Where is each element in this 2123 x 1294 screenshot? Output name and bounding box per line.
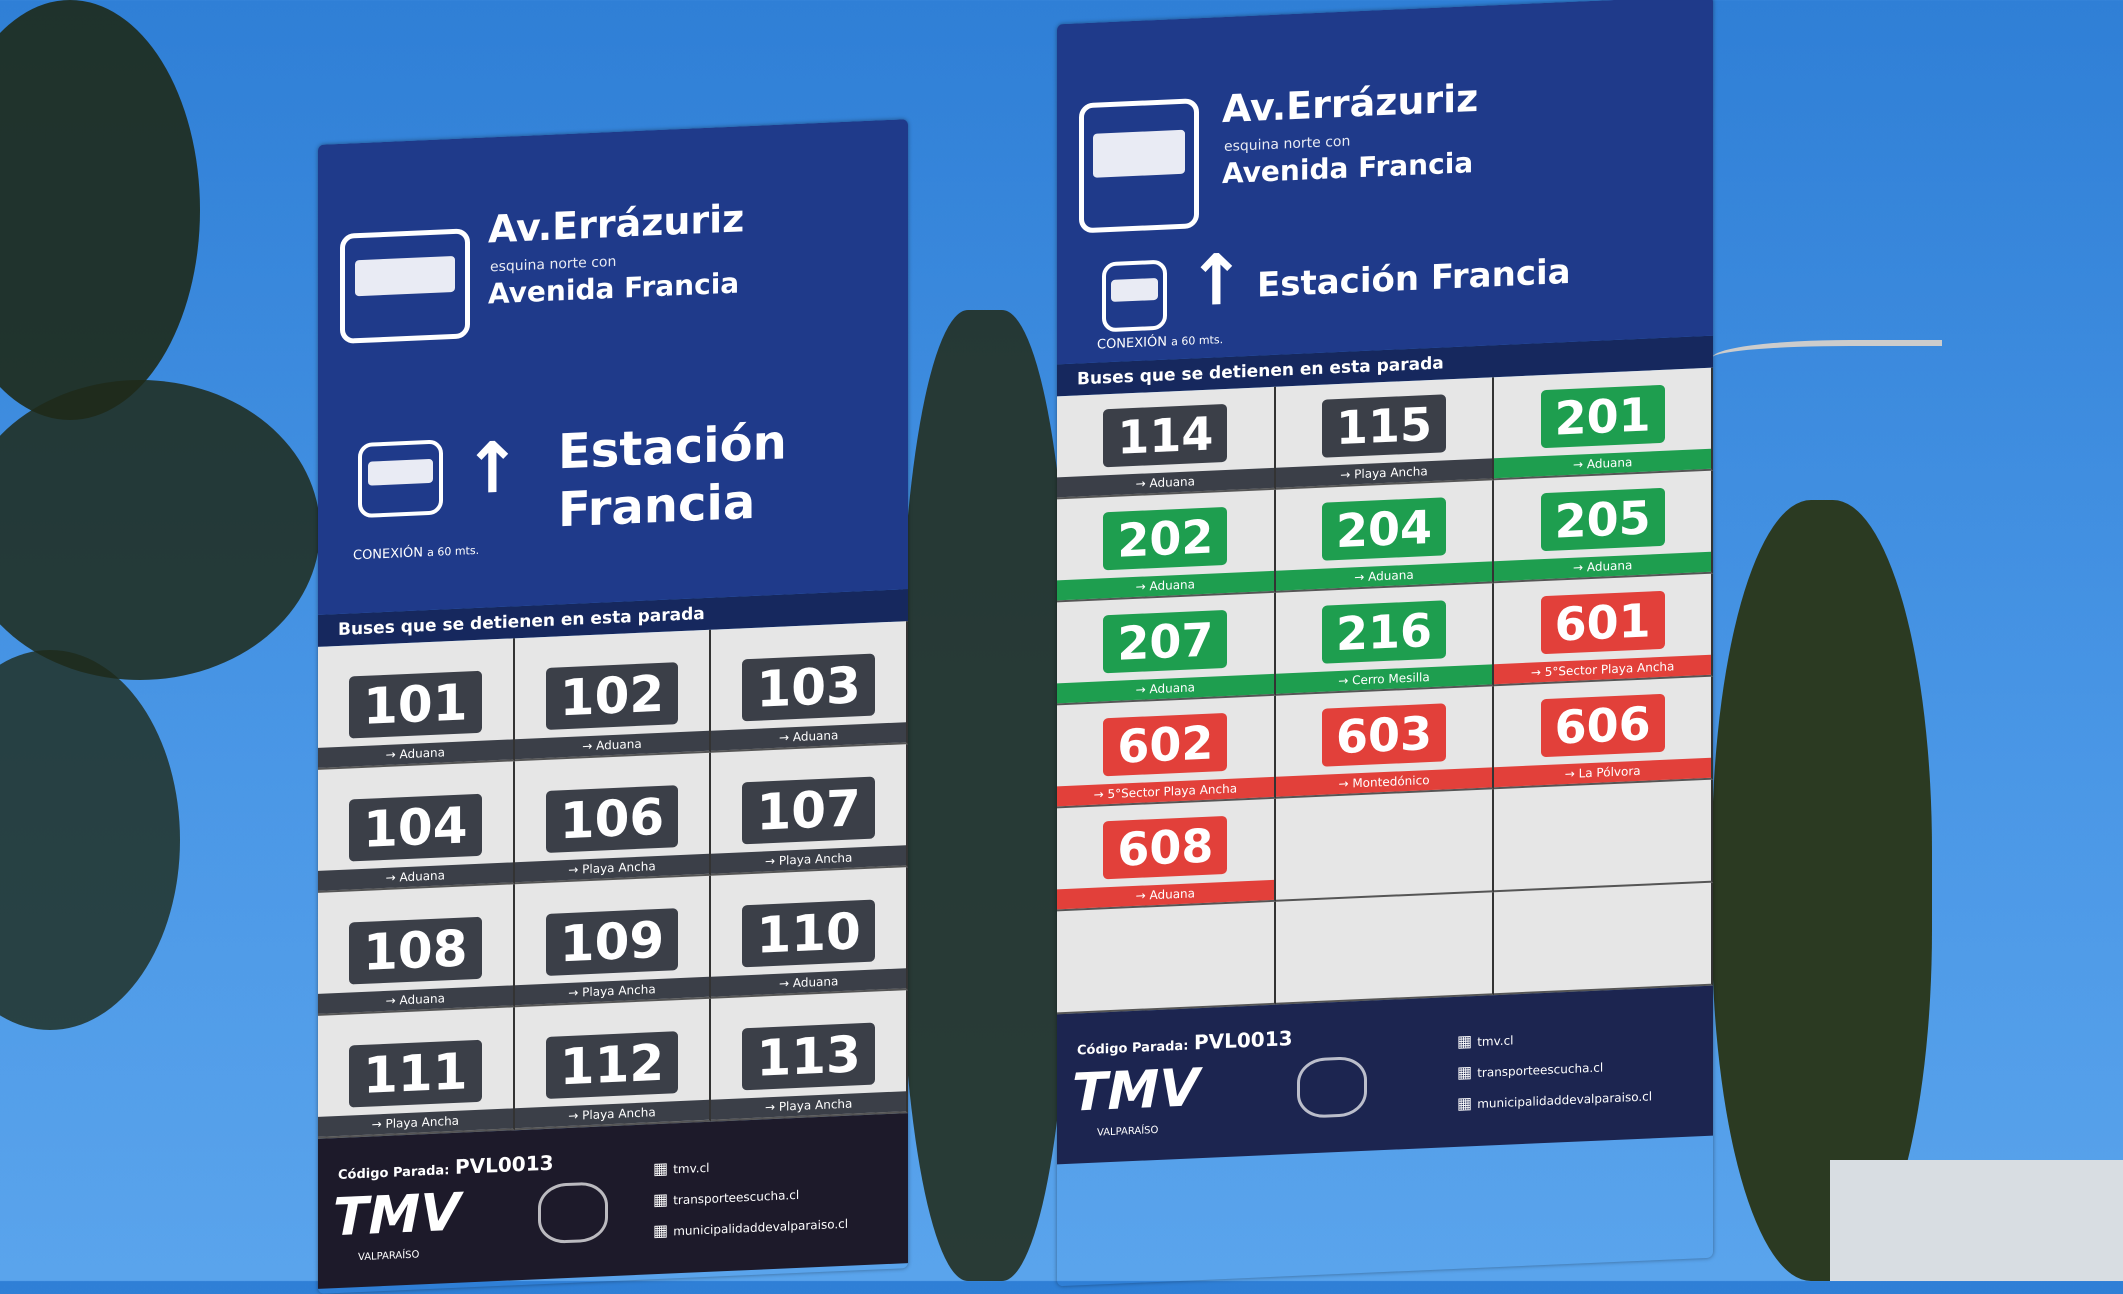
route-number: 108 (349, 916, 482, 985)
route-cell: 113 → Playa Ancha (711, 990, 908, 1122)
station-name: Estación Francia (558, 414, 787, 538)
route-cell: 108 → Aduana (318, 884, 515, 1016)
tmv-logo: TMV (1072, 1058, 1200, 1124)
route-cell: 205 → Aduana (1494, 470, 1713, 584)
route-cell: 101 → Aduana (318, 638, 515, 770)
sign-header: Av.Errázuriz esquina norte con Avenida F… (1057, 0, 1713, 365)
route-cell: 115 → Playa Ancha (1275, 377, 1495, 490)
route-cell: 202 → Aduana (1057, 489, 1276, 603)
route-cell: 114 → Aduana (1057, 386, 1276, 500)
route-cell: 103 → Aduana (711, 621, 908, 753)
route-cell: 109 → Playa Ancha (514, 875, 712, 1008)
route-number: 115 (1321, 394, 1446, 458)
route-cell: 207 → Aduana (1057, 592, 1276, 706)
route-number: 601 (1540, 590, 1665, 655)
footer-link[interactable]: tmv.cl (653, 1161, 710, 1177)
route-number: 104 (349, 793, 482, 862)
empty-cell (1275, 892, 1495, 1005)
bus-stop-sign-right: Av.Errázuriz esquina norte con Avenida F… (1057, 0, 1713, 1286)
route-number: 112 (545, 1031, 679, 1099)
tree-right (1712, 500, 1932, 1281)
stop-code: Código Parada: PVL0013 (338, 1150, 554, 1184)
palm-tree-center (900, 310, 1070, 1281)
route-number: 102 (545, 662, 679, 730)
footer-links: tmv.cl transporteescucha.cl municipalidadd… (653, 1146, 848, 1248)
route-cell: 112 → Playa Ancha (514, 998, 712, 1131)
route-number: 207 (1103, 609, 1228, 674)
route-number: 113 (742, 1022, 875, 1091)
bus-icon (1079, 98, 1199, 234)
route-number: 114 (1103, 403, 1228, 468)
tmv-logo-sub: VALPARAÍSO (1097, 1124, 1159, 1139)
route-number: 110 (742, 899, 875, 968)
sign-title: Av.Errázuriz (1222, 75, 1479, 132)
route-number: 606 (1540, 693, 1665, 758)
empty-cell (1275, 789, 1495, 902)
connection-label: CONEXIÓN a 60 mts. (1097, 333, 1224, 353)
arrow-up-icon: ↑ (463, 425, 522, 511)
stop-code: Código Parada: PVL0013 (1077, 1026, 1293, 1059)
route-cell: 110 → Aduana (711, 867, 908, 999)
route-cell: 606 → La Pólvora (1494, 676, 1713, 790)
route-number: 107 (742, 776, 875, 845)
route-cell: 107 → Playa Ancha (711, 744, 908, 876)
route-cell: 104 → Aduana (318, 761, 515, 893)
routes-grid: 114 → Aduana 115 → Playa Ancha 201 → Aduan… (1057, 367, 1713, 1015)
footer-link[interactable]: municipalidaddevalparaiso.cl (1457, 1089, 1652, 1112)
route-cell: 608 → Aduana (1057, 798, 1276, 912)
route-number: 103 (742, 653, 875, 722)
route-cell: 204 → Aduana (1275, 480, 1495, 593)
route-number: 205 (1540, 487, 1665, 552)
station-name: Estación Francia (1257, 251, 1571, 306)
route-number: 204 (1321, 497, 1446, 561)
footer-link[interactable]: tmv.cl (1457, 1033, 1514, 1049)
empty-cell (1494, 779, 1713, 893)
bus-icon (340, 228, 470, 344)
route-cell: 201 → Aduana (1494, 367, 1713, 481)
route-cell: 601 → 5°Sector Playa Ancha (1494, 573, 1713, 687)
route-number: 602 (1103, 712, 1228, 777)
train-icon (358, 439, 443, 519)
route-cell: 111 → Playa Ancha (318, 1007, 515, 1139)
municipal-emblem-icon (538, 1181, 608, 1245)
route-number: 111 (349, 1039, 482, 1108)
route-number: 109 (545, 908, 679, 976)
arrow-up-icon: ↑ (1187, 238, 1246, 323)
building (1830, 1160, 2123, 1281)
routes-grid: 101 → Aduana 102 → Aduana 103 → Aduana 104 … (318, 621, 908, 1139)
sign-footer: Código Parada: PVL0013 TMV VALPARAÍSO tm… (318, 1113, 908, 1289)
sign-title: Av.Errázuriz (488, 196, 745, 252)
sign-header: Av.Errázuriz esquina norte con Avenida F… (318, 119, 908, 615)
route-number: 106 (545, 785, 679, 853)
route-number: 201 (1540, 384, 1665, 449)
route-cell: 602 → 5°Sector Playa Ancha (1057, 695, 1276, 809)
footer-link[interactable]: transporteescucha.cl (1457, 1060, 1603, 1080)
route-number: 603 (1321, 703, 1446, 767)
route-cell: 102 → Aduana (514, 629, 712, 762)
sign-footer: Código Parada: PVL0013 TMV VALPARAÍSO tm… (1057, 985, 1713, 1165)
bus-stop-sign-left: Av.Errázuriz esquina norte con Avenida F… (318, 119, 908, 1294)
tmv-logo: TMV (333, 1182, 461, 1249)
route-cell: 106 → Playa Ancha (514, 752, 712, 885)
footer-links: tmv.cl transporteescucha.cl municipalidadd… (1457, 1018, 1652, 1120)
footer-link[interactable]: municipalidaddevalparaiso.cl (653, 1217, 848, 1240)
route-number: 101 (349, 670, 482, 739)
footer-link[interactable]: transporteescucha.cl (653, 1188, 799, 1208)
train-icon (1102, 259, 1167, 333)
connection-label: CONEXIÓN a 60 mts. (353, 543, 480, 564)
route-cell: 603 → Montedónico (1275, 686, 1495, 799)
empty-cell (1494, 882, 1713, 996)
route-number: 216 (1321, 600, 1446, 664)
route-number: 608 (1103, 815, 1228, 880)
municipal-emblem-icon (1297, 1055, 1367, 1119)
street-lamp (1712, 340, 1942, 370)
route-cell: 216 → Cerro Mesilla (1275, 583, 1495, 696)
tmv-logo-sub: VALPARAÍSO (358, 1249, 420, 1264)
route-number: 202 (1103, 506, 1228, 571)
empty-cell (1057, 901, 1276, 1015)
